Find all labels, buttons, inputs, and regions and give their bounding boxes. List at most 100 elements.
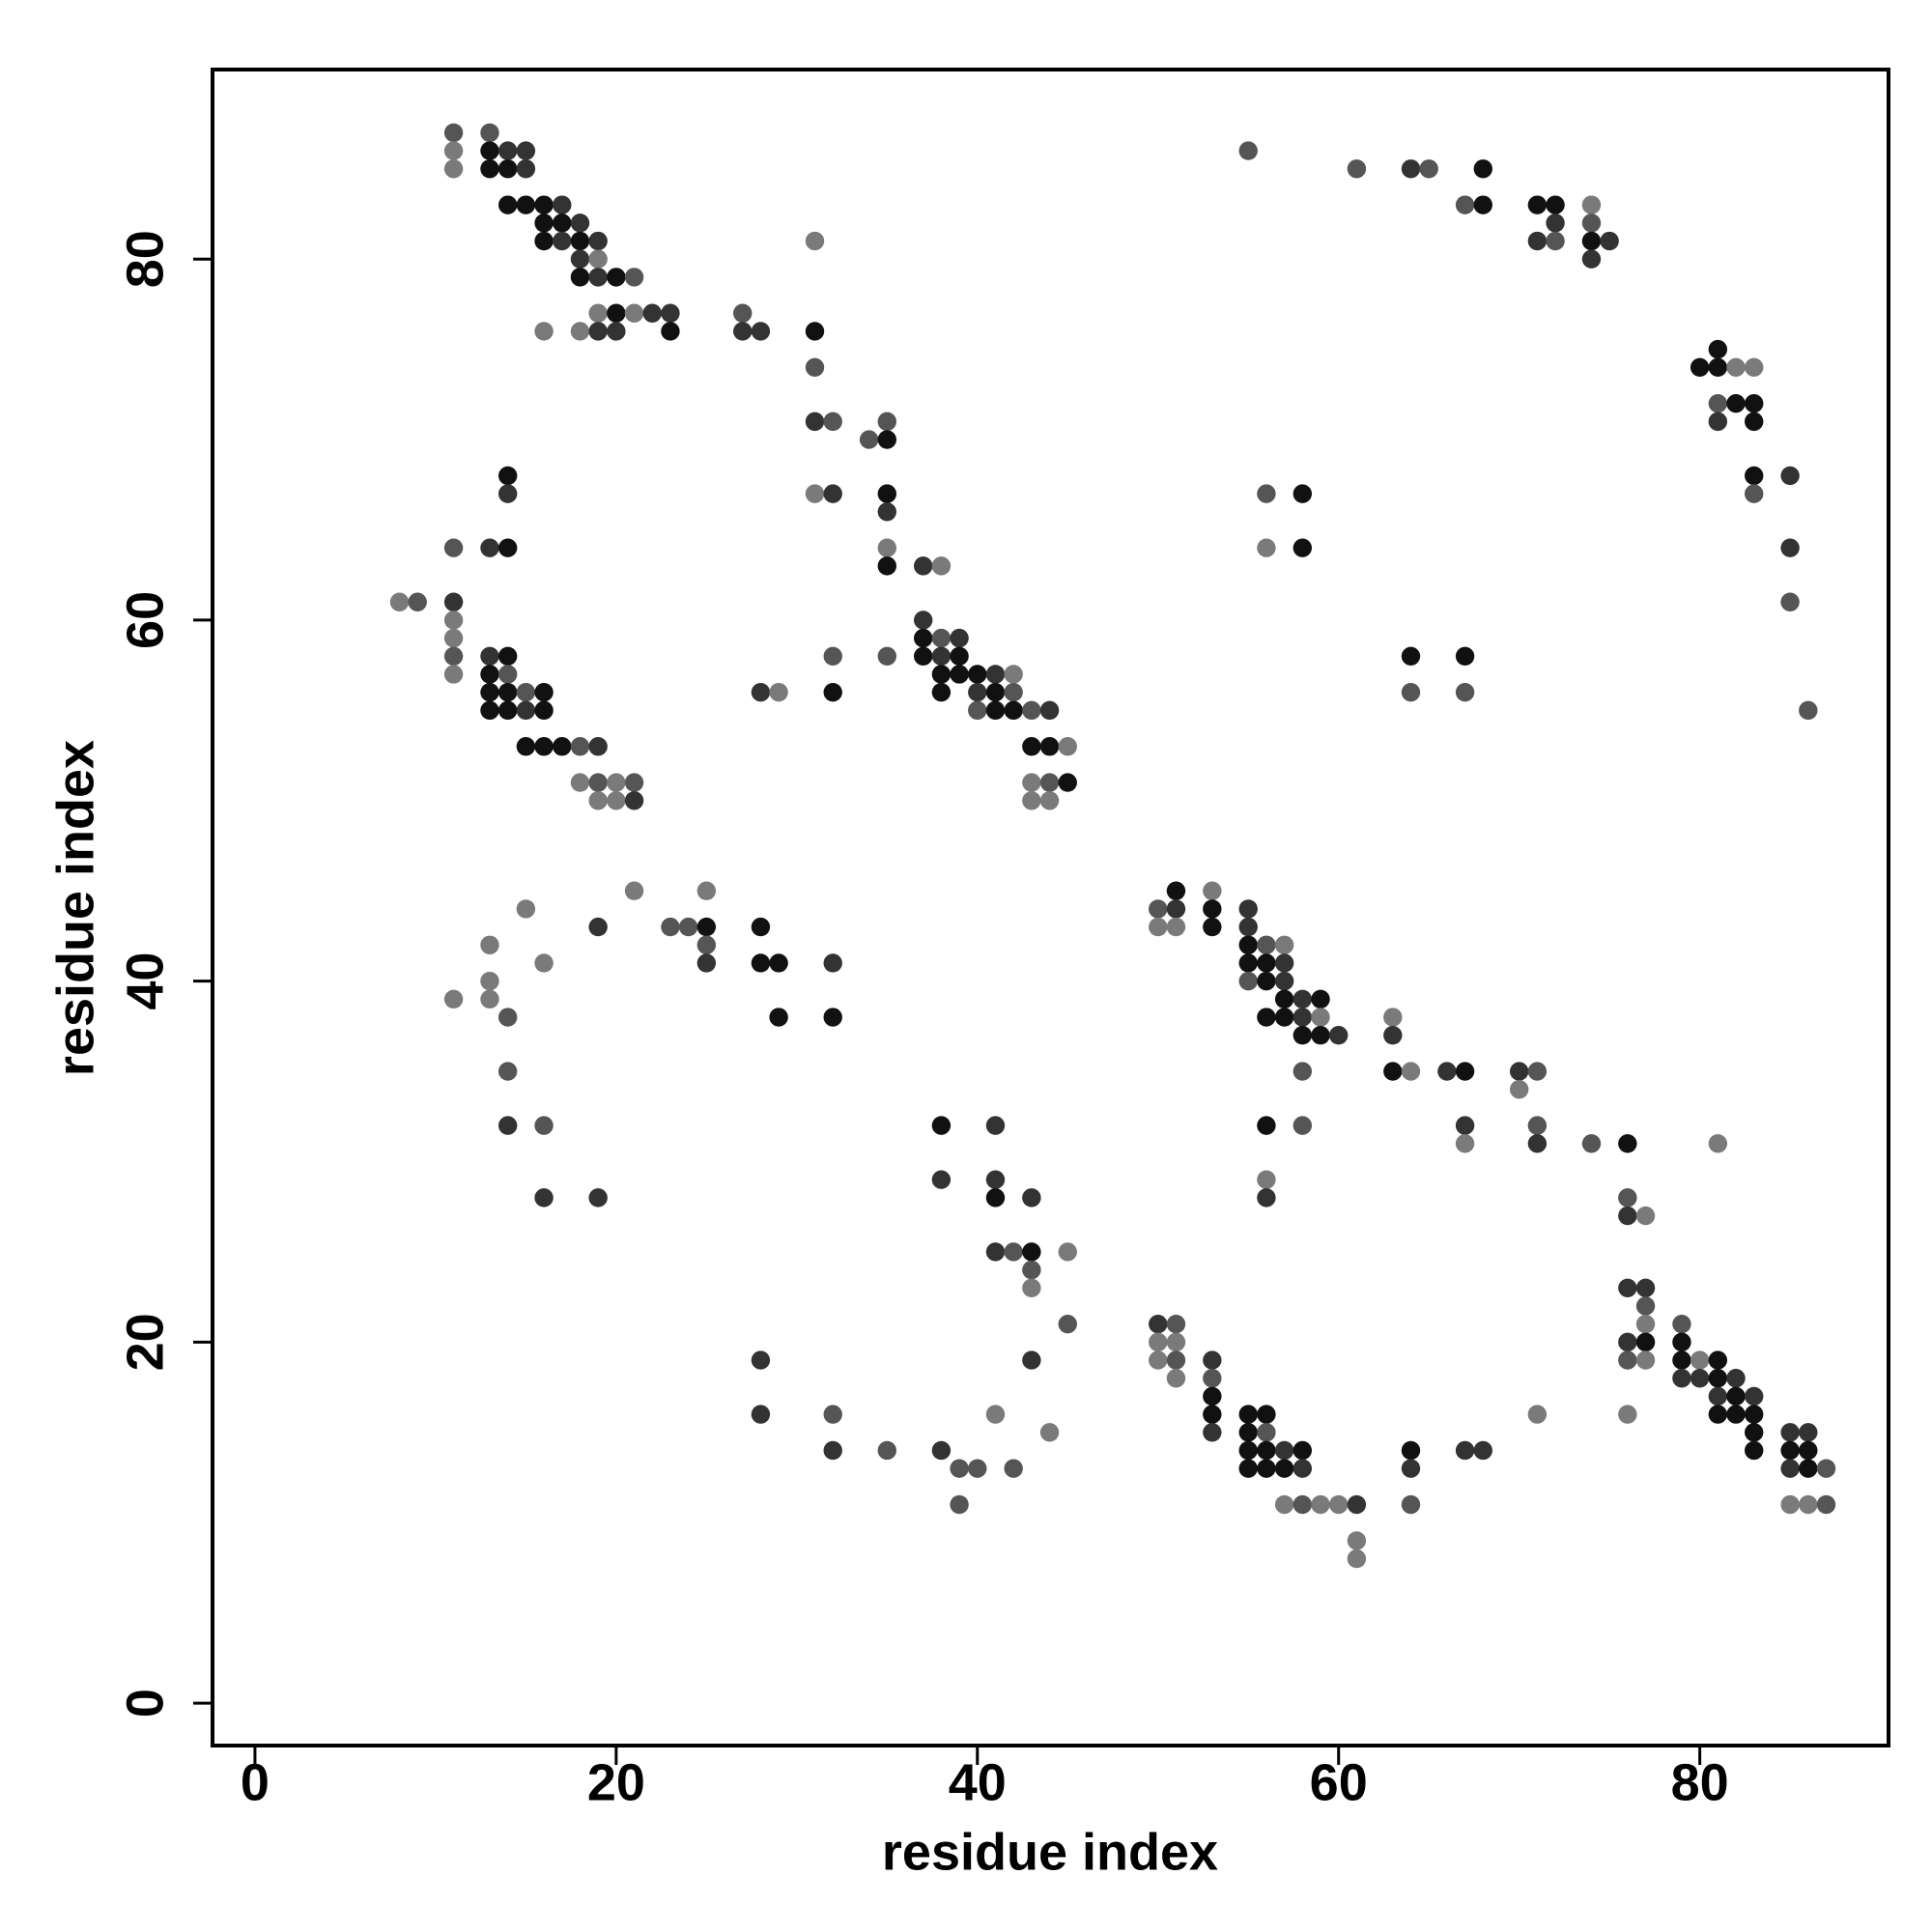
contact-point xyxy=(1780,466,1800,486)
contact-point xyxy=(968,665,987,684)
contact-point xyxy=(968,682,987,702)
contact-point xyxy=(1022,1278,1041,1298)
contact-point xyxy=(1347,159,1367,179)
contact-point xyxy=(1635,1296,1656,1316)
contact-point xyxy=(950,665,969,684)
y-tick-label: 40 xyxy=(116,952,174,1010)
contact-point xyxy=(805,231,825,251)
contact-point xyxy=(497,682,518,702)
contact-point xyxy=(1293,1008,1313,1027)
contact-point xyxy=(1708,1369,1728,1388)
contact-point xyxy=(931,628,952,648)
contact-point xyxy=(497,141,518,160)
contact-point xyxy=(1473,159,1492,179)
contact-point xyxy=(1166,1350,1186,1370)
contact-point xyxy=(497,1116,518,1135)
contact-point xyxy=(950,628,969,648)
contact-point xyxy=(877,556,897,576)
contact-point xyxy=(769,953,788,973)
contact-point xyxy=(1166,917,1186,937)
contact-point xyxy=(1293,1440,1313,1461)
contact-point xyxy=(968,700,987,721)
contact-point xyxy=(1238,935,1258,954)
contact-point xyxy=(534,700,554,721)
contact-point xyxy=(1058,1314,1077,1334)
contact-point xyxy=(624,303,644,323)
contact-point xyxy=(1238,971,1258,991)
contact-point xyxy=(1509,1080,1529,1099)
contact-point xyxy=(1527,1405,1548,1424)
contact-point xyxy=(1274,1459,1294,1478)
contact-point xyxy=(1347,1531,1367,1550)
contact-point xyxy=(1257,1170,1276,1189)
x-tick-label: 40 xyxy=(949,1753,1007,1811)
contact-point xyxy=(1780,1423,1800,1442)
contact-point xyxy=(1618,1134,1637,1153)
contact-point xyxy=(1745,412,1764,432)
contact-point xyxy=(516,737,536,756)
contact-point xyxy=(1039,791,1060,810)
contact-point xyxy=(1780,592,1800,611)
contact-point xyxy=(1600,231,1619,251)
contact-point xyxy=(443,159,464,179)
contact-point xyxy=(913,628,933,648)
contact-point xyxy=(588,322,608,341)
contact-point xyxy=(1293,989,1313,1009)
contact-point xyxy=(588,231,608,251)
contact-point xyxy=(1203,1423,1222,1442)
contact-point xyxy=(1473,195,1492,214)
contact-point xyxy=(443,646,464,666)
contact-point xyxy=(751,1350,771,1370)
contact-point xyxy=(1022,791,1041,810)
contact-point xyxy=(607,791,626,810)
contact-point xyxy=(1058,737,1077,756)
contact-point xyxy=(1058,1242,1077,1262)
contact-point xyxy=(1166,1332,1186,1352)
contact-point xyxy=(877,646,897,666)
contact-point xyxy=(931,556,952,576)
contact-point xyxy=(877,538,897,557)
contact-point xyxy=(751,1405,771,1424)
contact-point xyxy=(985,1116,1006,1135)
contact-point xyxy=(1690,1350,1710,1370)
contact-point xyxy=(1635,1350,1656,1370)
contact-point xyxy=(661,303,680,323)
contact-point xyxy=(1708,339,1728,359)
contact-point xyxy=(553,231,572,251)
contact-point xyxy=(877,502,897,522)
contact-point xyxy=(1672,1369,1691,1388)
contact-point xyxy=(1799,1440,1818,1461)
contact-point xyxy=(1455,646,1475,666)
contact-point xyxy=(985,1242,1006,1262)
contact-point xyxy=(588,791,608,810)
contact-point xyxy=(1238,1459,1258,1478)
contact-point xyxy=(1799,700,1818,721)
contact-point xyxy=(1726,357,1746,378)
contact-point xyxy=(1401,1459,1421,1478)
contact-point xyxy=(607,268,626,287)
contact-point xyxy=(1274,1008,1294,1027)
contact-point xyxy=(1708,412,1728,432)
y-tick-label: 0 xyxy=(116,1689,174,1718)
contact-point xyxy=(480,159,499,179)
contact-point xyxy=(805,322,825,341)
contact-point xyxy=(1726,1405,1746,1424)
y-tick-label: 80 xyxy=(116,230,174,288)
contact-point xyxy=(1257,1116,1276,1135)
contact-point xyxy=(877,484,897,503)
contact-point xyxy=(1401,1494,1421,1515)
contact-point xyxy=(877,430,897,449)
contact-point xyxy=(1401,682,1421,702)
contact-point xyxy=(497,1062,518,1081)
contact-point xyxy=(1635,1314,1656,1334)
contact-point xyxy=(1293,484,1313,503)
contact-point xyxy=(534,231,554,251)
contact-point xyxy=(588,917,608,937)
contact-point xyxy=(1004,1459,1023,1478)
contact-point xyxy=(877,412,897,432)
contact-point xyxy=(1039,773,1060,792)
contact-point xyxy=(1238,953,1258,973)
contact-point xyxy=(1203,917,1222,937)
contact-point xyxy=(1437,1062,1457,1081)
contact-point xyxy=(1238,899,1258,919)
